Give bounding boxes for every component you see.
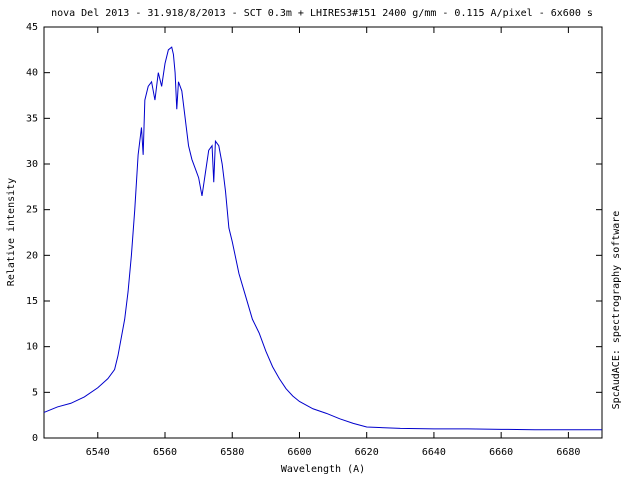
chart-title: nova Del 2013 - 31.918/8/2013 - SCT 0.3m… (51, 8, 593, 19)
y-tick-label: 10 (26, 342, 38, 353)
y-tick-label: 35 (26, 113, 38, 124)
y-tick-label: 5 (32, 387, 38, 398)
x-tick-label: 6620 (355, 447, 379, 458)
y-tick-label: 40 (26, 68, 38, 79)
x-tick-label: 6680 (556, 447, 580, 458)
x-tick-label: 6640 (422, 447, 446, 458)
y-tick-label: 15 (26, 296, 38, 307)
x-tick-label: 6560 (153, 447, 177, 458)
y-tick-label: 45 (26, 22, 38, 33)
x-tick-label: 6540 (86, 447, 110, 458)
x-tick-label: 6660 (489, 447, 513, 458)
y-tick-label: 0 (32, 433, 38, 444)
spectrum-line (43, 46, 602, 431)
x-tick-label: 6600 (287, 447, 311, 458)
x-tick-label: 6580 (220, 447, 244, 458)
y-tick-label: 25 (26, 205, 38, 216)
y-tick-label: 30 (26, 159, 38, 170)
x-axis-label: Wavelength (A) (281, 464, 365, 475)
plot-frame (43, 26, 603, 439)
y-axis-label: Relative intensity (6, 178, 17, 286)
side-note: SpcAudACE: spectrography software (611, 211, 622, 410)
y-tick-label: 20 (26, 250, 38, 261)
